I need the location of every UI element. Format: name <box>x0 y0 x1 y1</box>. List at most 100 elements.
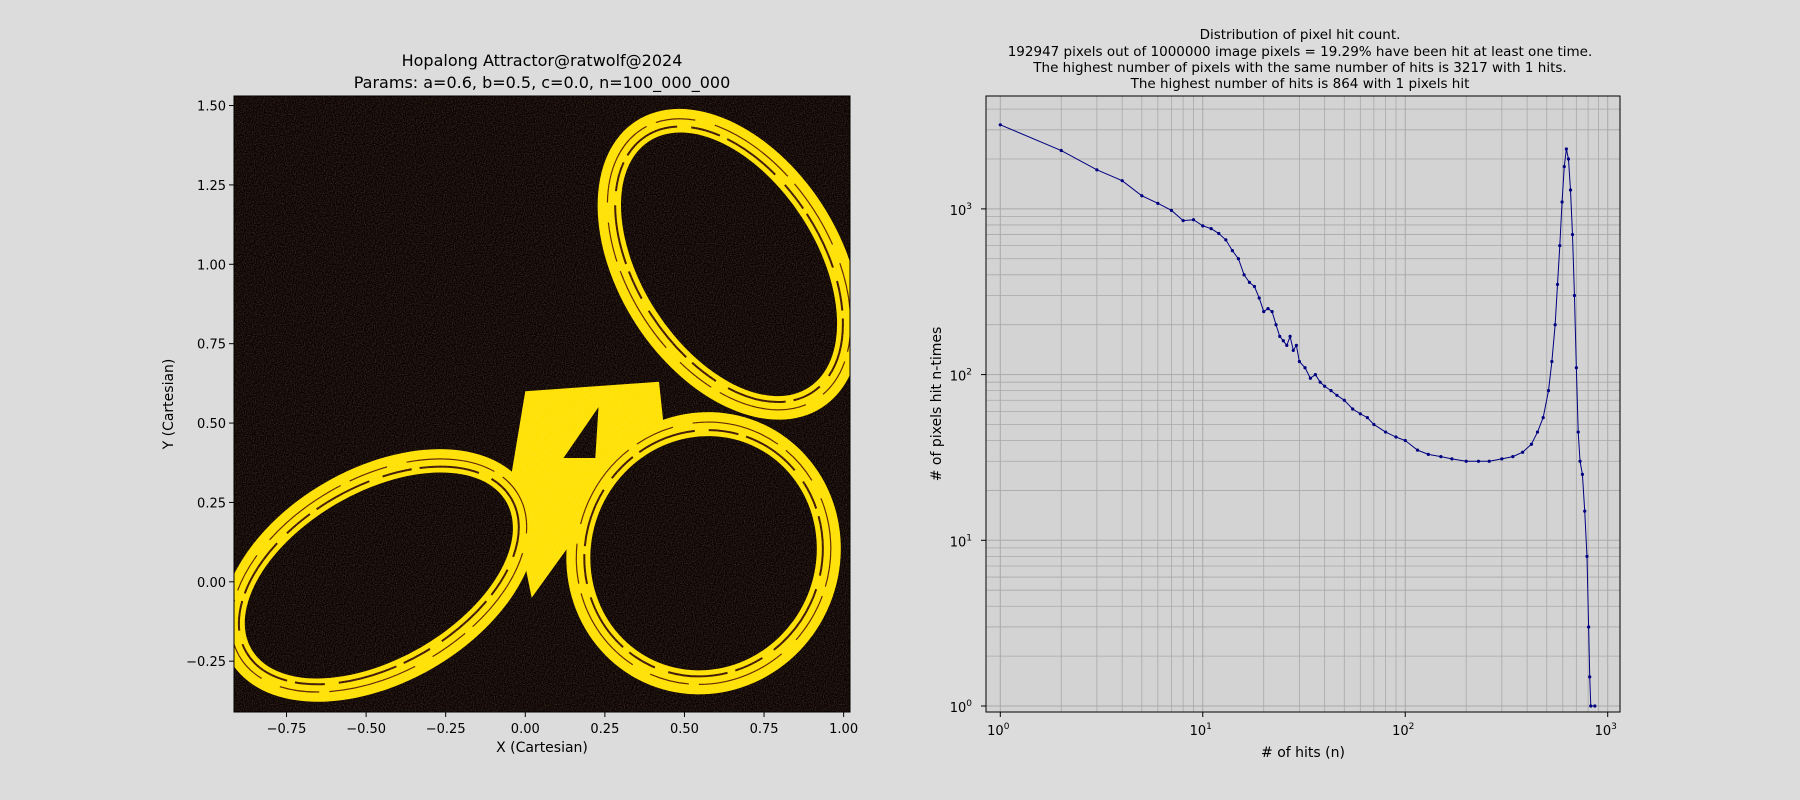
histogram-data-point <box>1574 366 1578 370</box>
attractor-axes-frame <box>233 95 851 713</box>
histogram-data-point <box>1335 393 1339 397</box>
histogram-data-point <box>1294 343 1298 348</box>
histogram-title-line-2: 192947 pixels out of 1000000 image pixel… <box>1008 44 1593 60</box>
attractor-xtick-label: −0.75 <box>267 722 307 737</box>
attractor-title-line-2: Params: a=0.6, b=0.5, c=0.0, n=100_000_0… <box>354 73 731 93</box>
histogram-title-line-3: The highest number of pixels with the sa… <box>1032 60 1566 76</box>
histogram-data-point <box>1365 416 1369 420</box>
attractor-xtick-label: 0.00 <box>511 722 540 737</box>
histogram-data-point <box>1593 704 1597 708</box>
histogram-data-point <box>1224 238 1228 242</box>
attractor-ytick-label: 0.25 <box>197 496 226 511</box>
histogram-data-point <box>1535 430 1540 434</box>
attractor-chart: Hopalong Attractor@ratwolf@2024 Params: … <box>161 51 858 756</box>
histogram-ytick-label: 103 <box>950 202 972 219</box>
histogram-data-point <box>1252 284 1257 289</box>
histogram-data-point <box>1576 430 1580 434</box>
histogram-xtick-label: 102 <box>1392 722 1414 739</box>
histogram-data-point <box>1351 407 1355 411</box>
histogram-data-point <box>1546 389 1551 393</box>
histogram-data-point <box>1553 323 1557 327</box>
histogram-data-point <box>1583 509 1587 513</box>
histogram-data-point <box>1487 459 1491 463</box>
histogram-data-point <box>1262 309 1266 314</box>
attractor-ytick-label: 0.00 <box>197 576 226 591</box>
histogram-data-point <box>1585 554 1589 558</box>
histogram-data-point <box>1242 273 1246 277</box>
histogram-data-point <box>1140 194 1144 198</box>
histogram-ytick-label: 101 <box>950 533 972 550</box>
histogram-data-point <box>1358 412 1362 416</box>
histogram-data-point <box>1329 389 1333 393</box>
histogram-title-line-1: Distribution of pixel hit count. <box>1200 27 1401 43</box>
histogram-data-point <box>1450 457 1454 461</box>
attractor-xtick-label: 0.25 <box>590 722 619 737</box>
histogram-xlabel: # of hits (n) <box>1261 745 1345 761</box>
attractor-ytick-label: 0.75 <box>197 338 226 353</box>
histogram-data-point <box>1511 454 1515 459</box>
histogram-data-point <box>1415 448 1420 452</box>
attractor-ylabel: Y (Cartesian) <box>161 359 177 451</box>
histogram-data-point <box>1439 454 1443 459</box>
histogram-data-point <box>1589 704 1593 708</box>
attractor-ytick-label: 0.50 <box>197 417 226 432</box>
histogram-data-point <box>1372 422 1376 427</box>
histogram-data-point <box>1403 438 1407 443</box>
histogram-data-point <box>1541 416 1545 420</box>
histogram-data-point <box>1120 179 1124 183</box>
attractor-ytick-label: 1.25 <box>197 179 226 194</box>
histogram-xtick-label: 101 <box>1190 722 1212 739</box>
histogram-data-point <box>1529 442 1534 446</box>
histogram-data-point <box>1191 218 1196 222</box>
histogram-data-point <box>1588 675 1592 679</box>
histogram-data-point <box>1059 148 1063 153</box>
histogram-series-line <box>1000 124 1595 707</box>
histogram-data-point <box>1566 157 1571 161</box>
histogram-data-point <box>1426 452 1430 456</box>
histogram-plot-background <box>986 96 1620 712</box>
histogram-data-point <box>1297 359 1301 364</box>
histogram-data-point <box>1303 366 1307 370</box>
attractor-xtick-label: −0.50 <box>346 722 386 737</box>
histogram-data-point <box>1572 293 1577 298</box>
histogram-data-point <box>1257 296 1261 300</box>
histogram-ylabel: # of pixels hit n-times <box>929 327 945 482</box>
attractor-title-line-1: Hopalong Attractor@ratwolf@2024 <box>402 51 683 70</box>
histogram-data-point <box>1247 280 1252 285</box>
attractor-ytick-label: −0.25 <box>186 655 226 670</box>
histogram-data-point <box>1476 459 1481 463</box>
histogram-data-point <box>1278 334 1282 339</box>
histogram-data-point <box>1095 168 1099 172</box>
histogram-ytick-label: 100 <box>950 699 973 716</box>
histogram-data-point <box>1291 348 1295 352</box>
histogram-data-point <box>1560 200 1564 204</box>
histogram-data-point <box>1568 188 1573 192</box>
histogram-axes-frame <box>985 95 1621 713</box>
attractor-xlabel: X (Cartesian) <box>496 740 588 756</box>
histogram-chart: Distribution of pixel hit count. 192947 … <box>929 27 1621 761</box>
histogram-xtick-label: 100 <box>987 722 1010 739</box>
histogram-title-line-4: The highest number of hits is 864 with 1… <box>1130 76 1470 92</box>
attractor-xtick-label: 0.75 <box>750 722 779 737</box>
histogram-data-point <box>1308 376 1312 380</box>
attractor-xtick-label: 1.00 <box>829 722 858 737</box>
histogram-data-point <box>1394 435 1398 439</box>
histogram-data-point <box>998 123 1002 127</box>
histogram-data-point <box>1285 343 1289 348</box>
histogram-data-point <box>1281 339 1285 343</box>
histogram-data-point <box>1288 334 1292 339</box>
histogram-data-point <box>1555 282 1560 287</box>
histogram-data-point <box>1464 459 1468 463</box>
histogram-data-point <box>1274 323 1278 327</box>
histogram-data-point <box>1266 307 1270 311</box>
histogram-data-point <box>1562 164 1566 169</box>
histogram-data-point <box>1580 472 1585 476</box>
histogram-data-point <box>1169 208 1174 212</box>
histogram-data-point <box>1587 625 1591 629</box>
histogram-data-point <box>1209 227 1213 231</box>
histogram-data-point <box>1236 257 1241 261</box>
histogram-ytick-label: 102 <box>950 368 972 385</box>
histogram-data-point <box>1313 372 1318 377</box>
histogram-data-point <box>1550 359 1554 364</box>
